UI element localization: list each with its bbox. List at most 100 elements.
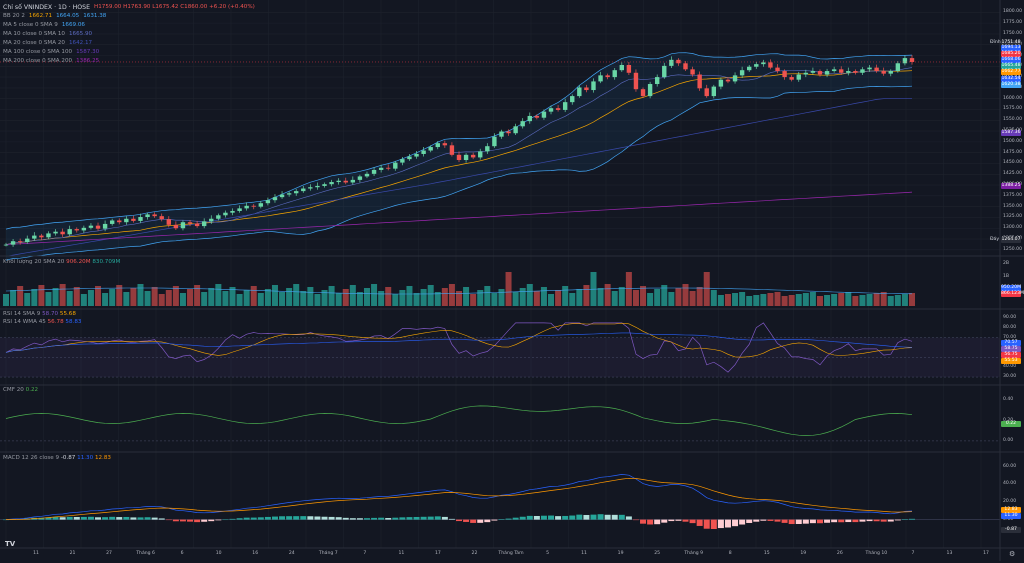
- macd-histogram-bar: [682, 519, 689, 522]
- time-tick-label: 7: [911, 551, 915, 556]
- cmf-pane[interactable]: [0, 405, 1000, 442]
- candle-body: [810, 71, 816, 73]
- candle: [548, 105, 554, 115]
- cmf-label[interactable]: CMF 20: [3, 387, 24, 393]
- candle-body: [428, 147, 433, 151]
- macd-histogram-bar: [824, 519, 831, 523]
- volume-bar: [909, 293, 915, 306]
- candle-body: [570, 96, 575, 103]
- macd-histogram-bar: [59, 517, 66, 520]
- ma200-line: [5, 191, 913, 246]
- rsi-tick-label: 80.00: [1003, 324, 1017, 330]
- macd-histogram-bar: [434, 516, 441, 520]
- macd-histogram-bar: [342, 517, 349, 520]
- rsi-label[interactable]: RSI 14 SMA 9: [3, 311, 41, 317]
- macd-label[interactable]: MACD 12 26 close 9: [3, 455, 60, 461]
- volume-bar: [597, 288, 604, 306]
- candle: [102, 220, 108, 232]
- candle: [725, 77, 731, 84]
- candle: [152, 212, 157, 218]
- candle-body: [761, 62, 766, 65]
- volume-bar: [87, 290, 94, 306]
- candle-body: [251, 205, 256, 207]
- volume-bar: [611, 291, 618, 306]
- price-tick-label: 1250.00: [1003, 246, 1022, 252]
- volume-pane[interactable]: [3, 272, 915, 306]
- ma200-label[interactable]: MA 200 close 0 SMA 200: [3, 58, 73, 64]
- macd-histogram-bar: [144, 517, 151, 520]
- macd-pane[interactable]: [0, 474, 1000, 530]
- candle-body: [329, 182, 334, 185]
- macd-histogram-bar: [696, 519, 703, 526]
- macd-line: [5, 474, 913, 520]
- candle: [279, 191, 285, 199]
- volume-bar: [434, 292, 441, 306]
- macd-histogram-bar: [781, 519, 788, 523]
- volume-bar: [80, 294, 87, 306]
- volume-bar: [271, 285, 278, 306]
- macd-histogram-bar: [519, 516, 526, 520]
- rsi-pane[interactable]: [0, 322, 1000, 378]
- ma20-label[interactable]: MA 20 close 0 SMA 20: [3, 40, 65, 46]
- symbol-title[interactable]: Chỉ số VNINDEX · 1D · HOSE: [3, 4, 90, 11]
- candle-body: [81, 227, 87, 231]
- candle: [810, 67, 816, 75]
- volume-bar: [795, 294, 802, 306]
- candle-body: [442, 143, 448, 146]
- tradingview-logo[interactable]: TV: [5, 540, 16, 548]
- time-tick-label: 10: [215, 551, 222, 556]
- ma10-label[interactable]: MA 10 close 0 SMA 10: [3, 31, 65, 37]
- candle: [46, 231, 51, 240]
- candle-body: [605, 75, 610, 78]
- macd-histogram-bar: [901, 519, 908, 520]
- candle: [754, 61, 759, 69]
- volume-bar: [732, 293, 739, 306]
- macd-histogram-bar: [533, 515, 540, 520]
- peak-tag: Đỉnh: [990, 40, 1001, 45]
- candle: [378, 164, 384, 173]
- volume-bar: [540, 287, 547, 306]
- volume-bar: [760, 294, 767, 306]
- rsi-label-2[interactable]: RSI 14 WMA 45: [3, 319, 46, 325]
- ma5-label[interactable]: MA 5 close 0 SMA 9: [3, 22, 58, 28]
- candle: [499, 129, 504, 139]
- macd-histogram-bar: [73, 517, 80, 520]
- gear-icon[interactable]: ⚙: [1009, 550, 1016, 558]
- macd-histogram-bar: [279, 516, 286, 520]
- price-tag: 1632.54: [1001, 76, 1021, 82]
- bb-label[interactable]: BB 20 2: [3, 13, 25, 19]
- volume-bar: [314, 294, 321, 306]
- macd-histogram-bar: [130, 517, 137, 520]
- macd-histogram-bar: [604, 514, 611, 520]
- candle-body: [506, 131, 511, 134]
- volume-label[interactable]: Khối lượng 20 SMA 20: [3, 259, 65, 265]
- candle: [633, 69, 639, 92]
- candle-body: [555, 108, 561, 110]
- ma100-label[interactable]: MA 100 close 0 SMA 100: [3, 49, 73, 55]
- rsi-value-2: 55.68: [59, 311, 76, 317]
- volume-bar: [894, 295, 901, 306]
- candle-body: [478, 151, 483, 158]
- candle-body: [817, 71, 823, 75]
- candle: [336, 178, 341, 185]
- candle: [17, 238, 23, 245]
- bb-lower-line: [5, 85, 913, 261]
- candle-body: [485, 146, 490, 152]
- volume-bar: [477, 290, 484, 306]
- volume-bar: [215, 284, 222, 306]
- volume-bar: [661, 285, 668, 306]
- price-pane[interactable]: [0, 52, 1000, 261]
- candle: [697, 71, 702, 91]
- volume-bar: [463, 287, 470, 306]
- volume-bar: [470, 294, 477, 306]
- candle-body: [824, 71, 830, 75]
- candle-body: [853, 71, 858, 73]
- macd-histogram-bar: [286, 516, 293, 520]
- candle: [584, 84, 589, 93]
- volume-bar: [151, 287, 158, 306]
- candle-body: [902, 58, 908, 64]
- rsi-tag: 70.57: [1001, 340, 1021, 346]
